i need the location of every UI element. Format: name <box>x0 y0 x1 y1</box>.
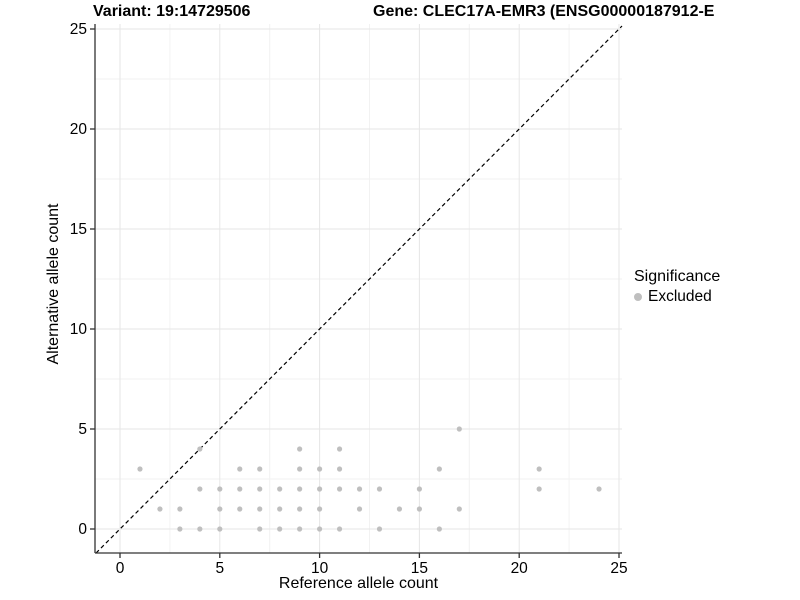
scatter-point <box>416 486 422 492</box>
identity-dashed-line <box>95 25 623 554</box>
scatter-point <box>297 506 303 512</box>
scatter-point <box>137 466 143 472</box>
scatter-point <box>197 446 203 452</box>
y-tick-label: 25 <box>70 21 87 38</box>
scatter-point <box>257 486 263 492</box>
scatter-point <box>456 506 462 512</box>
scatter-point <box>257 526 263 532</box>
scatter-point <box>277 526 283 532</box>
legend: Significance Excluded <box>634 268 720 306</box>
scatter-point <box>436 526 442 532</box>
scatter-point <box>237 466 243 472</box>
scatter-point <box>336 526 343 532</box>
scatter-point <box>317 506 323 512</box>
scatter-point <box>297 526 303 532</box>
scatter-point <box>237 486 243 492</box>
scatter-point <box>376 486 383 492</box>
scatter-point <box>277 506 283 512</box>
x-tick-label: 5 <box>215 560 224 577</box>
scatter-point <box>456 426 462 432</box>
scatter-point <box>336 446 343 452</box>
scatter-point <box>317 466 323 472</box>
scatter-point <box>536 486 542 492</box>
x-tick-label: 25 <box>610 560 627 577</box>
scatter-point <box>217 526 223 532</box>
scatter-point <box>436 466 442 472</box>
plot-title-variant: Variant: 19:14729506 <box>93 3 251 20</box>
scatter-point <box>177 526 183 532</box>
legend-key-dot-icon <box>634 293 642 301</box>
legend-item-label: Excluded <box>648 288 712 305</box>
scatter-point <box>317 526 323 532</box>
y-tick-label: 5 <box>78 421 87 438</box>
scatter-point <box>336 466 343 472</box>
scatter-point <box>297 486 303 492</box>
scatter-point <box>396 506 403 512</box>
scatter-point <box>257 506 263 512</box>
scatter-point <box>277 486 283 492</box>
scatter-point <box>317 486 323 492</box>
legend-item-excluded: Excluded <box>634 288 720 306</box>
legend-title: Significance <box>634 268 721 285</box>
x-tick-label: 15 <box>411 560 428 577</box>
plot-title-gene: Gene: CLEC17A-EMR3 (ENSG00000187912-E <box>373 3 715 20</box>
y-axis-title: Alternative allele count <box>45 203 62 365</box>
scatter-point <box>157 506 163 512</box>
y-tick-label: 0 <box>78 521 87 538</box>
scatter-point <box>197 526 203 532</box>
scatter-point <box>416 506 422 512</box>
scatter-point <box>237 506 243 512</box>
scatter-point <box>376 526 383 532</box>
scatter-point <box>217 486 223 492</box>
scatter-point <box>536 466 542 472</box>
scatter-point <box>297 446 303 452</box>
scatter-point <box>217 506 223 512</box>
scatter-point <box>596 486 602 492</box>
y-tick-label: 10 <box>70 321 88 338</box>
x-tick-label: 20 <box>511 560 529 577</box>
y-tick-label: 20 <box>70 121 88 138</box>
x-tick-label: 10 <box>311 560 329 577</box>
x-tick-label: 0 <box>116 560 125 577</box>
y-tick-label: 15 <box>70 221 87 238</box>
scatter-point <box>257 466 263 472</box>
scatter-point <box>297 466 303 472</box>
x-axis-title: Reference allele count <box>278 575 439 592</box>
scatter-point <box>356 506 363 512</box>
scatter-point <box>336 486 343 492</box>
scatter-point <box>356 486 363 492</box>
scatter-point <box>197 486 203 492</box>
scatter-point <box>177 506 183 512</box>
